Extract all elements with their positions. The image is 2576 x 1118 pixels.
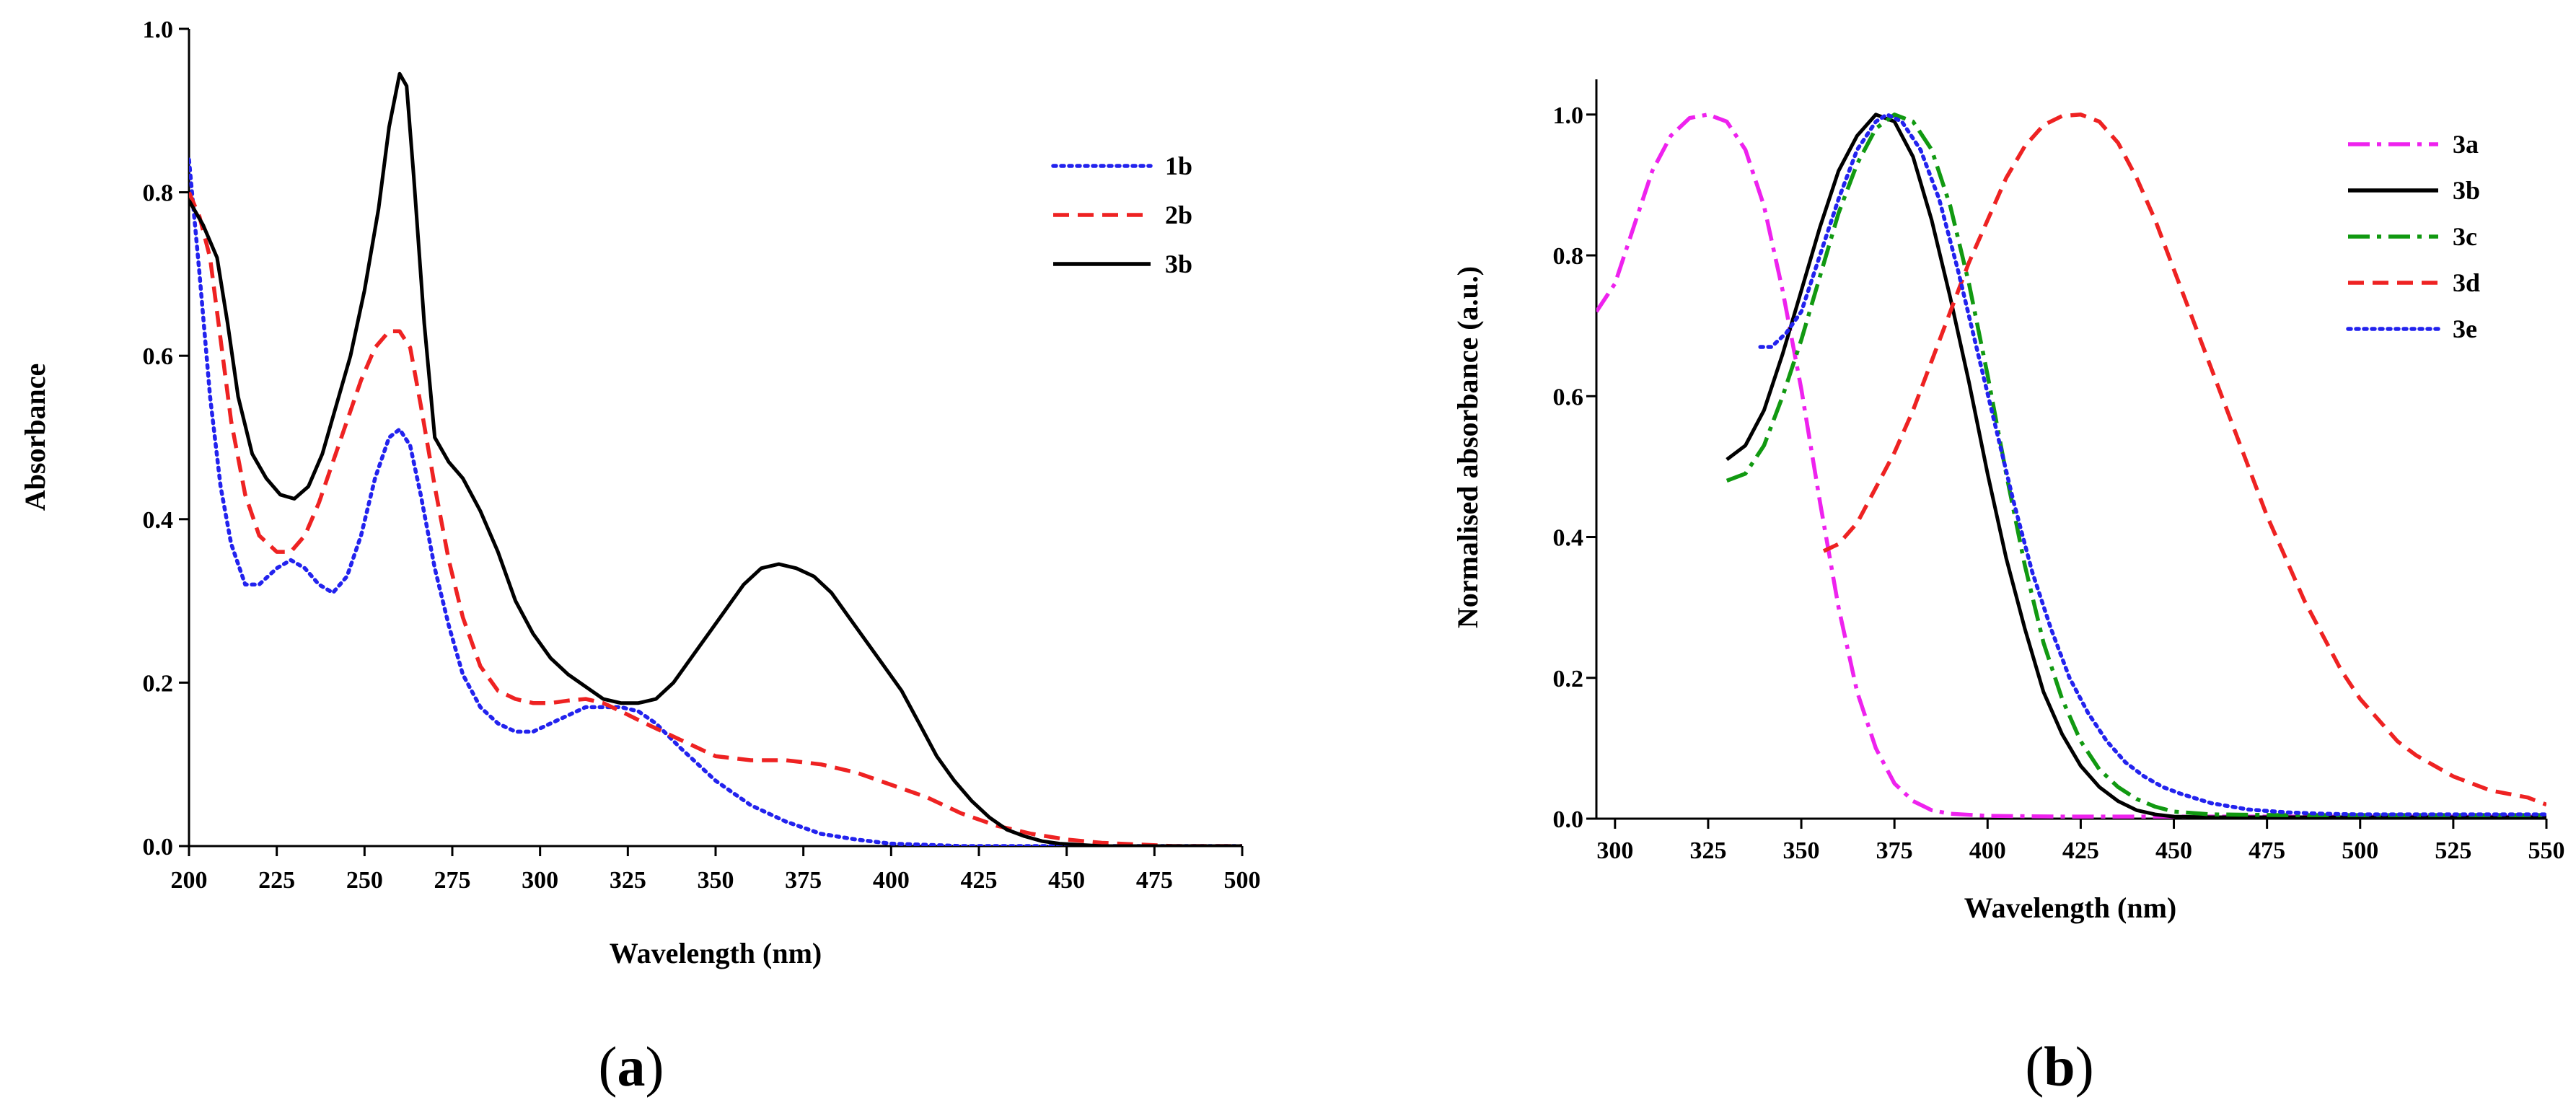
y-tick-label: 0.6	[143, 343, 174, 370]
y-tick-label: 1.0	[1553, 102, 1584, 129]
x-axis-title: Wavelength (nm)	[1964, 892, 2176, 924]
x-axis-title: Wavelength (nm)	[610, 937, 822, 969]
y-tick-label: 0.2	[1553, 666, 1584, 692]
x-tick-label: 400	[873, 867, 910, 894]
series-line-1b	[189, 157, 1242, 846]
series-line-3c	[1726, 113, 2546, 817]
x-tick-label: 500	[1224, 867, 1261, 894]
x-tick-label: 450	[1048, 867, 1085, 894]
x-tick-label: 500	[2342, 837, 2378, 864]
x-tick-label: 425	[2062, 837, 2099, 864]
y-tick-label: 0.8	[143, 180, 174, 207]
series-line-3d	[1822, 113, 2546, 807]
y-tick-label: 0.4	[143, 507, 174, 534]
series-line-3e	[1758, 113, 2546, 817]
x-tick-label: 350	[1783, 837, 1820, 864]
x-tick-label: 425	[961, 867, 998, 894]
x-tick-label: 475	[1136, 867, 1173, 894]
y-tick-label: 0.0	[143, 834, 174, 860]
chart-panel-b: 300 325 350 375 400 425 450 475 500 525 550 0.0 0.2 0…	[1451, 79, 2565, 1098]
y-axis-title: Normalised absorbance (a.u.)	[1451, 266, 1484, 628]
x-tick-label: 400	[1969, 837, 2006, 864]
x-tick-label: 200	[171, 867, 208, 894]
legend-label-3c: 3c	[2453, 222, 2477, 251]
x-tick-label: 375	[1876, 837, 1913, 864]
x-tick-label: 300	[1596, 837, 1633, 864]
x-tick-label: 525	[2435, 837, 2471, 864]
legend-label-1b: 1b	[1165, 151, 1192, 180]
x-tick-label: 275	[434, 867, 471, 894]
y-axis-title: Absorbance	[19, 364, 51, 511]
x-tick-label: 550	[2528, 837, 2565, 864]
x-tick-label: 325	[610, 867, 646, 894]
legend: 1b 2b 3b	[1051, 151, 1192, 278]
x-tick-label: 450	[2155, 837, 2192, 864]
y-tick-label: 0.6	[1553, 384, 1584, 410]
legend-label-3e: 3e	[2453, 314, 2477, 343]
series-line-3a	[1596, 113, 2546, 819]
series-line-3b	[189, 71, 1242, 846]
y-tick-label: 1.0	[143, 17, 174, 43]
legend-label-2b: 2b	[1165, 201, 1192, 229]
legend-label-3a: 3a	[2453, 130, 2479, 159]
legend: 3a 3b 3c 3d 3e	[2346, 130, 2480, 343]
x-tick-label: 375	[785, 867, 822, 894]
chart-panel-a: 200 225 250 275 300 325 350 375 400 425 450 475 500 0…	[19, 17, 1261, 1098]
x-tick-label: 475	[2248, 837, 2285, 864]
x-tick-label: 325	[1689, 837, 1726, 864]
y-tick-label: 0.2	[143, 670, 174, 697]
x-tick-label: 300	[522, 867, 558, 894]
panel-label: (a)	[599, 1035, 664, 1098]
series-line-3b	[1726, 113, 2546, 819]
legend-label-3d: 3d	[2453, 268, 2480, 297]
legend-label-3b: 3b	[1165, 250, 1192, 278]
y-tick-label: 0.4	[1553, 525, 1584, 552]
panel-label: (b)	[2025, 1035, 2093, 1098]
series-line-2b	[189, 191, 1242, 846]
x-tick-label: 350	[698, 867, 734, 894]
y-tick-label: 0.8	[1553, 243, 1584, 270]
legend-label-3b: 3b	[2453, 176, 2480, 205]
x-tick-label: 250	[346, 867, 383, 894]
x-tick-label: 225	[258, 867, 295, 894]
y-tick-label: 0.0	[1553, 806, 1584, 833]
